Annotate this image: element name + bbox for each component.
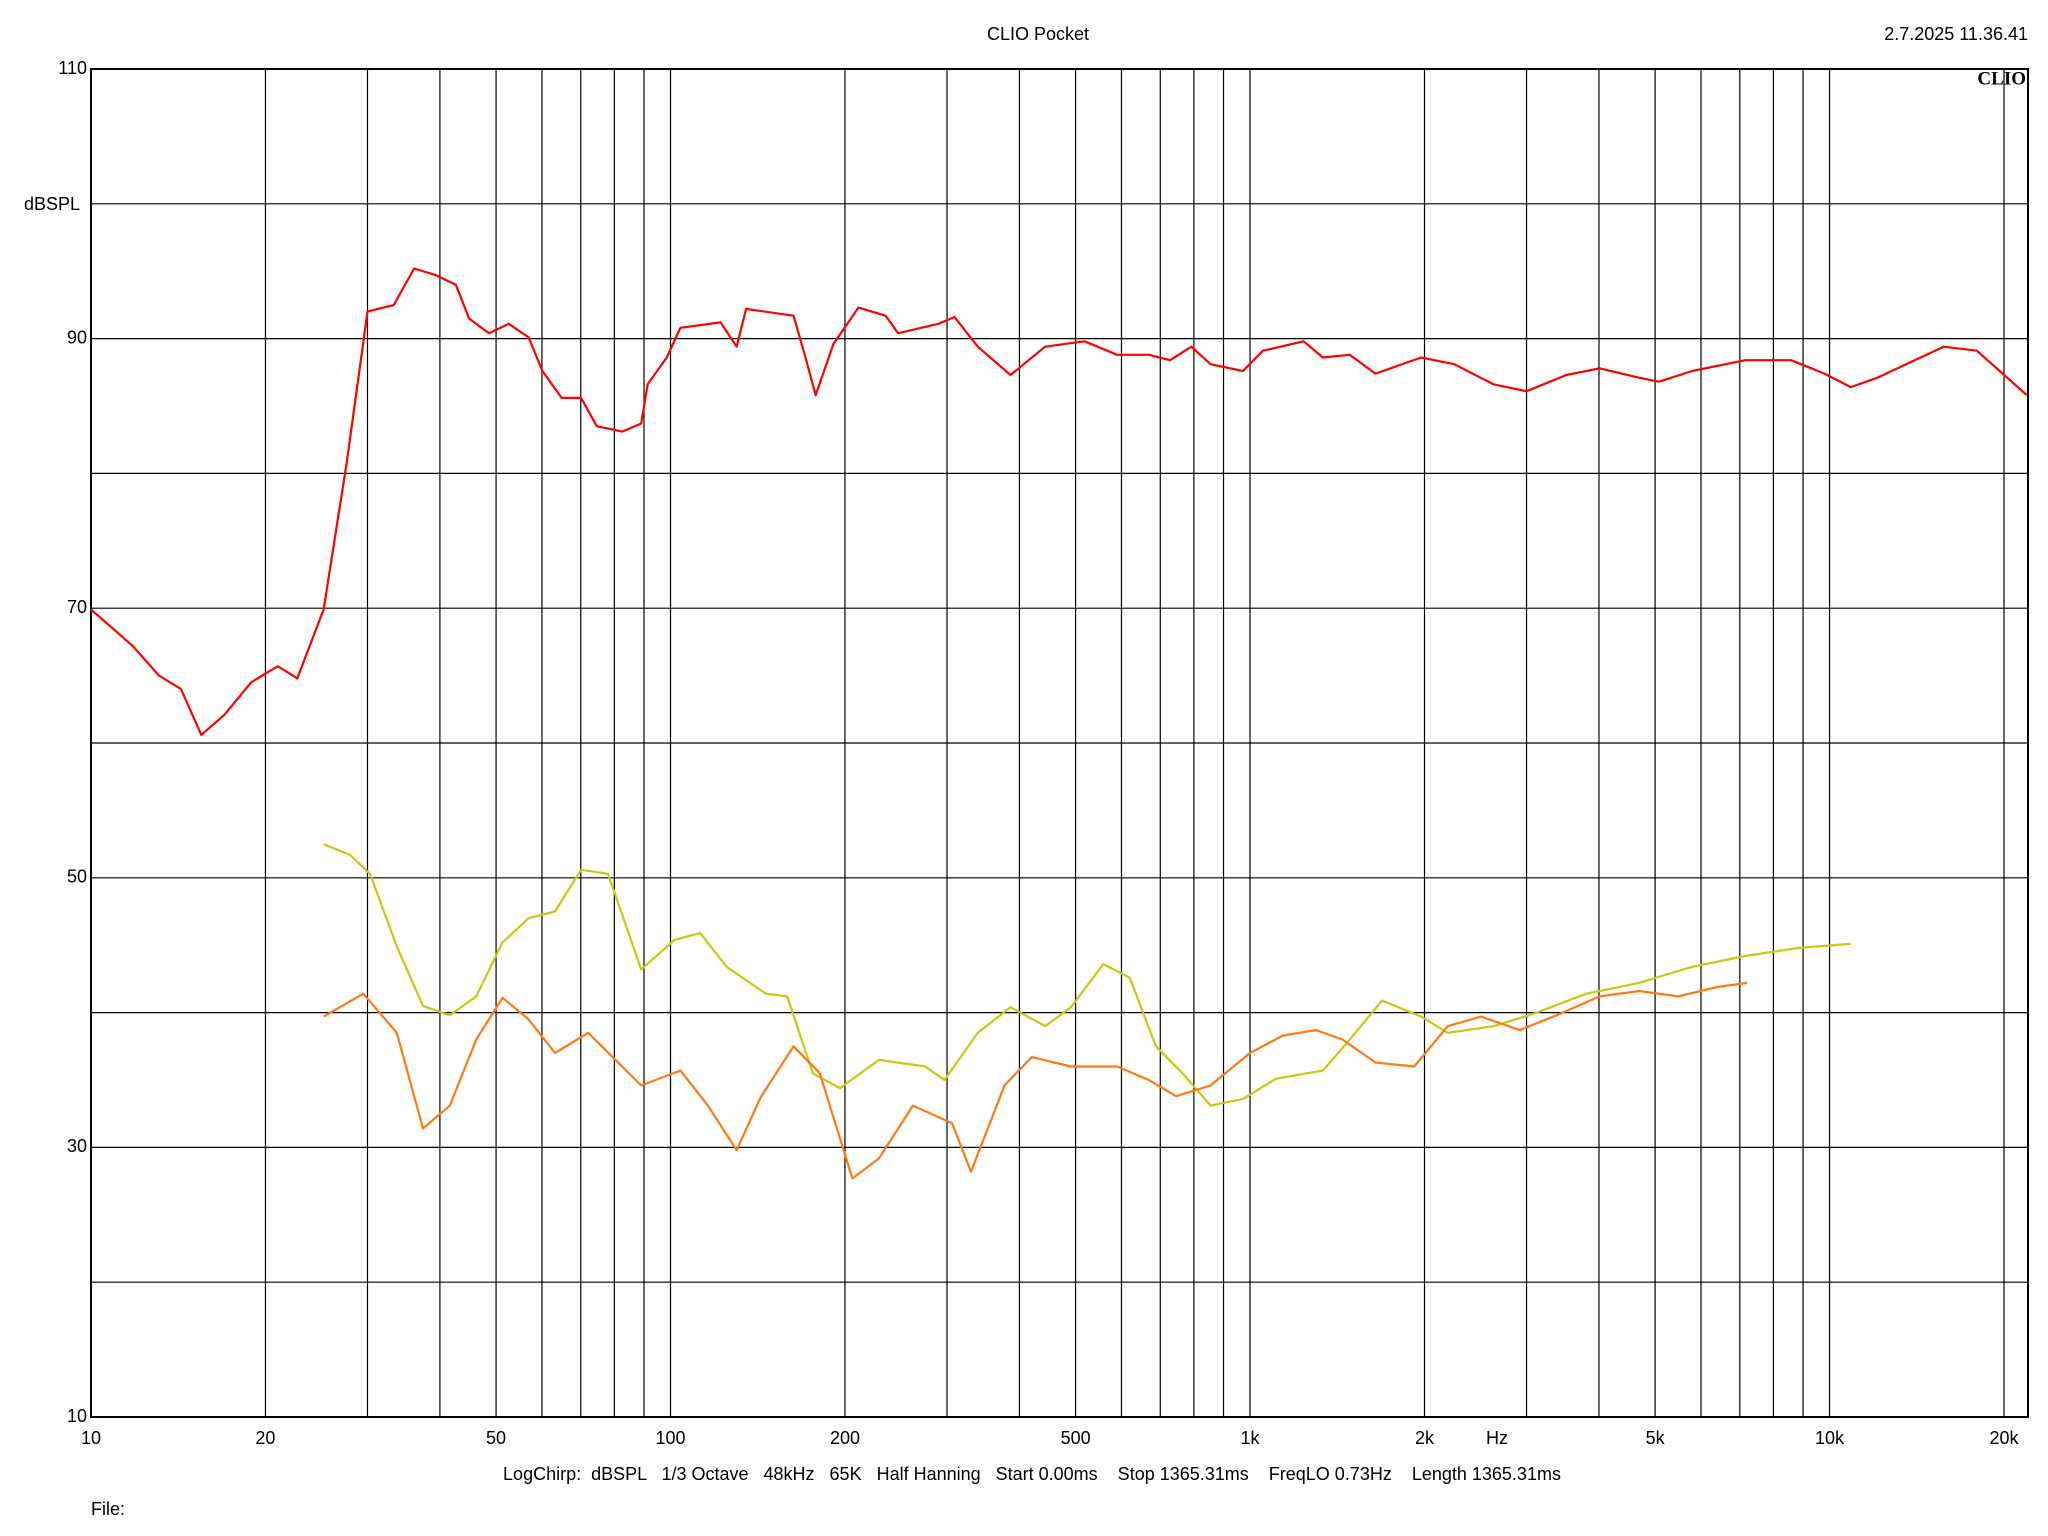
y-axis-label: dBSPL <box>24 194 80 214</box>
x-tick-label: 50 <box>486 1428 506 1448</box>
y-tick-label: 50 <box>67 867 87 887</box>
plot-frame <box>90 68 2029 1418</box>
logo: CLIO <box>1977 68 2026 89</box>
x-tick-label: 100 <box>655 1428 685 1448</box>
x-tick-label: 2k <box>1415 1428 1435 1448</box>
x-tick-label: 200 <box>830 1428 860 1448</box>
x-axis-label: Hz <box>1486 1428 1508 1448</box>
data-line <box>323 843 1851 1107</box>
x-tick-label: 10 <box>81 1428 101 1448</box>
y-tick-label: 30 <box>67 1136 87 1156</box>
file-label: File: <box>91 1499 125 1519</box>
x-tick-label: 1k <box>1241 1428 1261 1448</box>
chart-title: CLIO Pocket <box>987 24 1089 44</box>
x-tick-label: 10k <box>1815 1428 1845 1448</box>
x-tick-label: 5k <box>1646 1428 1666 1448</box>
x-tick-label: 20 <box>255 1428 275 1448</box>
y-tick-label: 90 <box>67 327 87 347</box>
timestamp: 2.7.2025 11.36.41 <box>1884 24 2028 44</box>
y-tick-label: 110 <box>58 58 87 78</box>
x-tick-label: 500 <box>1061 1428 1091 1448</box>
x-tick-label: 20k <box>1989 1428 2019 1448</box>
y-tick-label: 70 <box>67 597 87 617</box>
data-line <box>90 267 2028 736</box>
data-line <box>323 981 1748 1180</box>
info-line: LogChirp: dBSPL 1/3 Octave 48kHz 65K Hal… <box>503 1464 1561 1484</box>
y-tick-label: 10 <box>67 1406 87 1426</box>
